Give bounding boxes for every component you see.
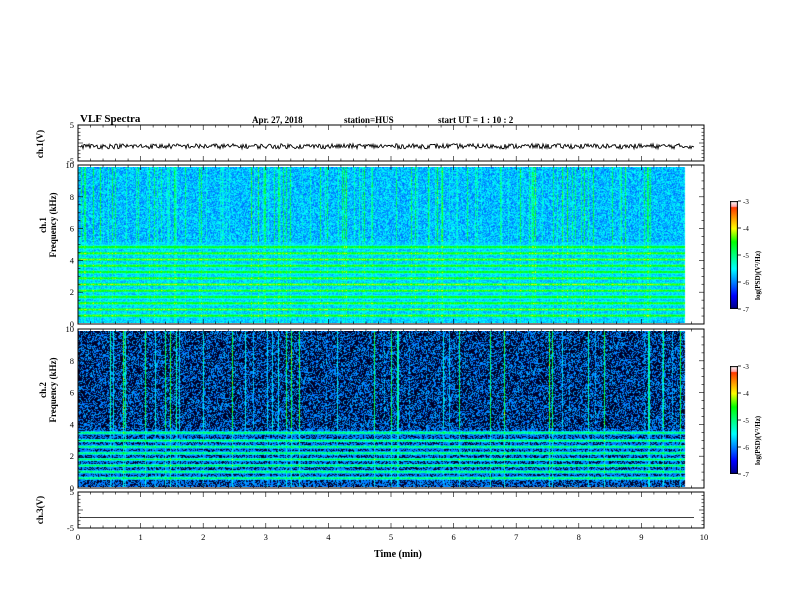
ch1-spectrogram-ytick-label: 4 — [70, 255, 75, 265]
chart-title: VLF Spectra — [80, 113, 141, 125]
ch2-spectrogram-image — [78, 331, 694, 487]
x-tick-label: 6 — [451, 532, 455, 542]
ch1-waveform-ytick-label: 5 — [70, 120, 74, 130]
ch1-waveform-frame — [77, 124, 705, 162]
ch2-colorbar-tick-label: -5 — [743, 417, 749, 425]
ch1-spectrogram-image — [78, 167, 694, 323]
x-tick-label: 2 — [201, 532, 205, 542]
ch3-waveform-ytick-label: -5 — [67, 523, 74, 533]
ch3-waveform-frame — [77, 491, 705, 529]
ch1-spectrogram-ytick-label: 10 — [66, 160, 75, 170]
ch1-spectrogram-ytick-label: 6 — [70, 224, 74, 234]
ch1-waveform-ylabel: ch.1(V) — [35, 129, 45, 159]
ch2-spectrogram-ytick-label: 0 — [70, 483, 74, 493]
ch1-spectrogram-ytick-label: 0 — [70, 319, 74, 329]
ch1-colorbar-label: log(PSD)(V²/Hz) — [754, 250, 762, 300]
ch1-waveform-trace — [80, 142, 695, 151]
ch1-colorbar-tick-label: -7 — [743, 306, 749, 314]
ch2-colorbar-label: log(PSD)(V²/Hz) — [754, 415, 762, 465]
x-tick-label: 7 — [514, 532, 518, 542]
ch2-colorbar-tick-label: -4 — [743, 390, 749, 398]
ch1-spec-ylabel: ch.1 Frequency (kHz) — [38, 165, 58, 285]
ch1-spec-ylabel-line2: Frequency (kHz) — [48, 192, 58, 258]
ch1-colorbar-tick-label: -5 — [743, 252, 749, 260]
ch2-colorbar-tick-label: -3 — [743, 363, 749, 371]
x-axis-label: Time (min) — [374, 549, 422, 560]
ch1-colorbar-tick-label: -3 — [743, 198, 749, 206]
x-tick-label: 5 — [389, 532, 393, 542]
ch1-colorbar-tick-label: -6 — [743, 279, 749, 287]
ch2-colorbar-tick-label: -6 — [743, 444, 749, 452]
ch3-waveform-ytick-label: 5 — [70, 487, 74, 497]
ch2-spectrogram-frame — [77, 328, 705, 489]
ch2-spectrogram-ytick-label: 10 — [66, 324, 75, 334]
ch2-spectrogram-ytick-label: 8 — [70, 356, 74, 366]
x-tick-label: 4 — [326, 532, 331, 542]
x-tick-label: 1 — [138, 532, 142, 542]
x-tick-label: 3 — [264, 532, 268, 542]
ch2-spectrogram-ytick-label: 6 — [70, 388, 74, 398]
ch2-spec-ylabel-line2: Frequency (kHz) — [48, 357, 58, 423]
ch2-spec-ylabel-line1: ch.2 — [38, 382, 48, 398]
x-tick-label: 0 — [76, 532, 80, 542]
start-time-label: start UT = 1 : 10 : 2 — [438, 115, 514, 125]
x-tick-label: 9 — [639, 532, 643, 542]
ch3-waveform-ylabel: ch.3(V) — [35, 495, 45, 525]
x-tick-label: 8 — [577, 532, 581, 542]
x-tick-label: 10 — [700, 532, 709, 542]
ch2-spectrogram-ytick-label: 2 — [70, 451, 74, 461]
ch1-colorbar — [730, 201, 738, 309]
ch1-spectrogram-ytick-label: 8 — [70, 192, 74, 202]
ch1-colorbar-tick-label: -4 — [743, 225, 749, 233]
ch1-waveform-ytick-label: -5 — [67, 156, 74, 166]
station-label: station=HUS — [344, 115, 394, 125]
ch2-colorbar — [730, 366, 738, 474]
ch2-spectrogram-ytick-label: 4 — [70, 419, 75, 429]
ch1-spec-ylabel-line1: ch.1 — [38, 217, 48, 233]
date-label: Apr. 27, 2018 — [252, 115, 303, 125]
ch1-spectrogram-ytick-label: 2 — [70, 287, 74, 297]
ch2-colorbar-tick-label: -7 — [743, 471, 749, 479]
ch1-spectrogram-frame — [77, 164, 705, 325]
ch2-spec-ylabel: ch.2 Frequency (kHz) — [38, 330, 58, 450]
